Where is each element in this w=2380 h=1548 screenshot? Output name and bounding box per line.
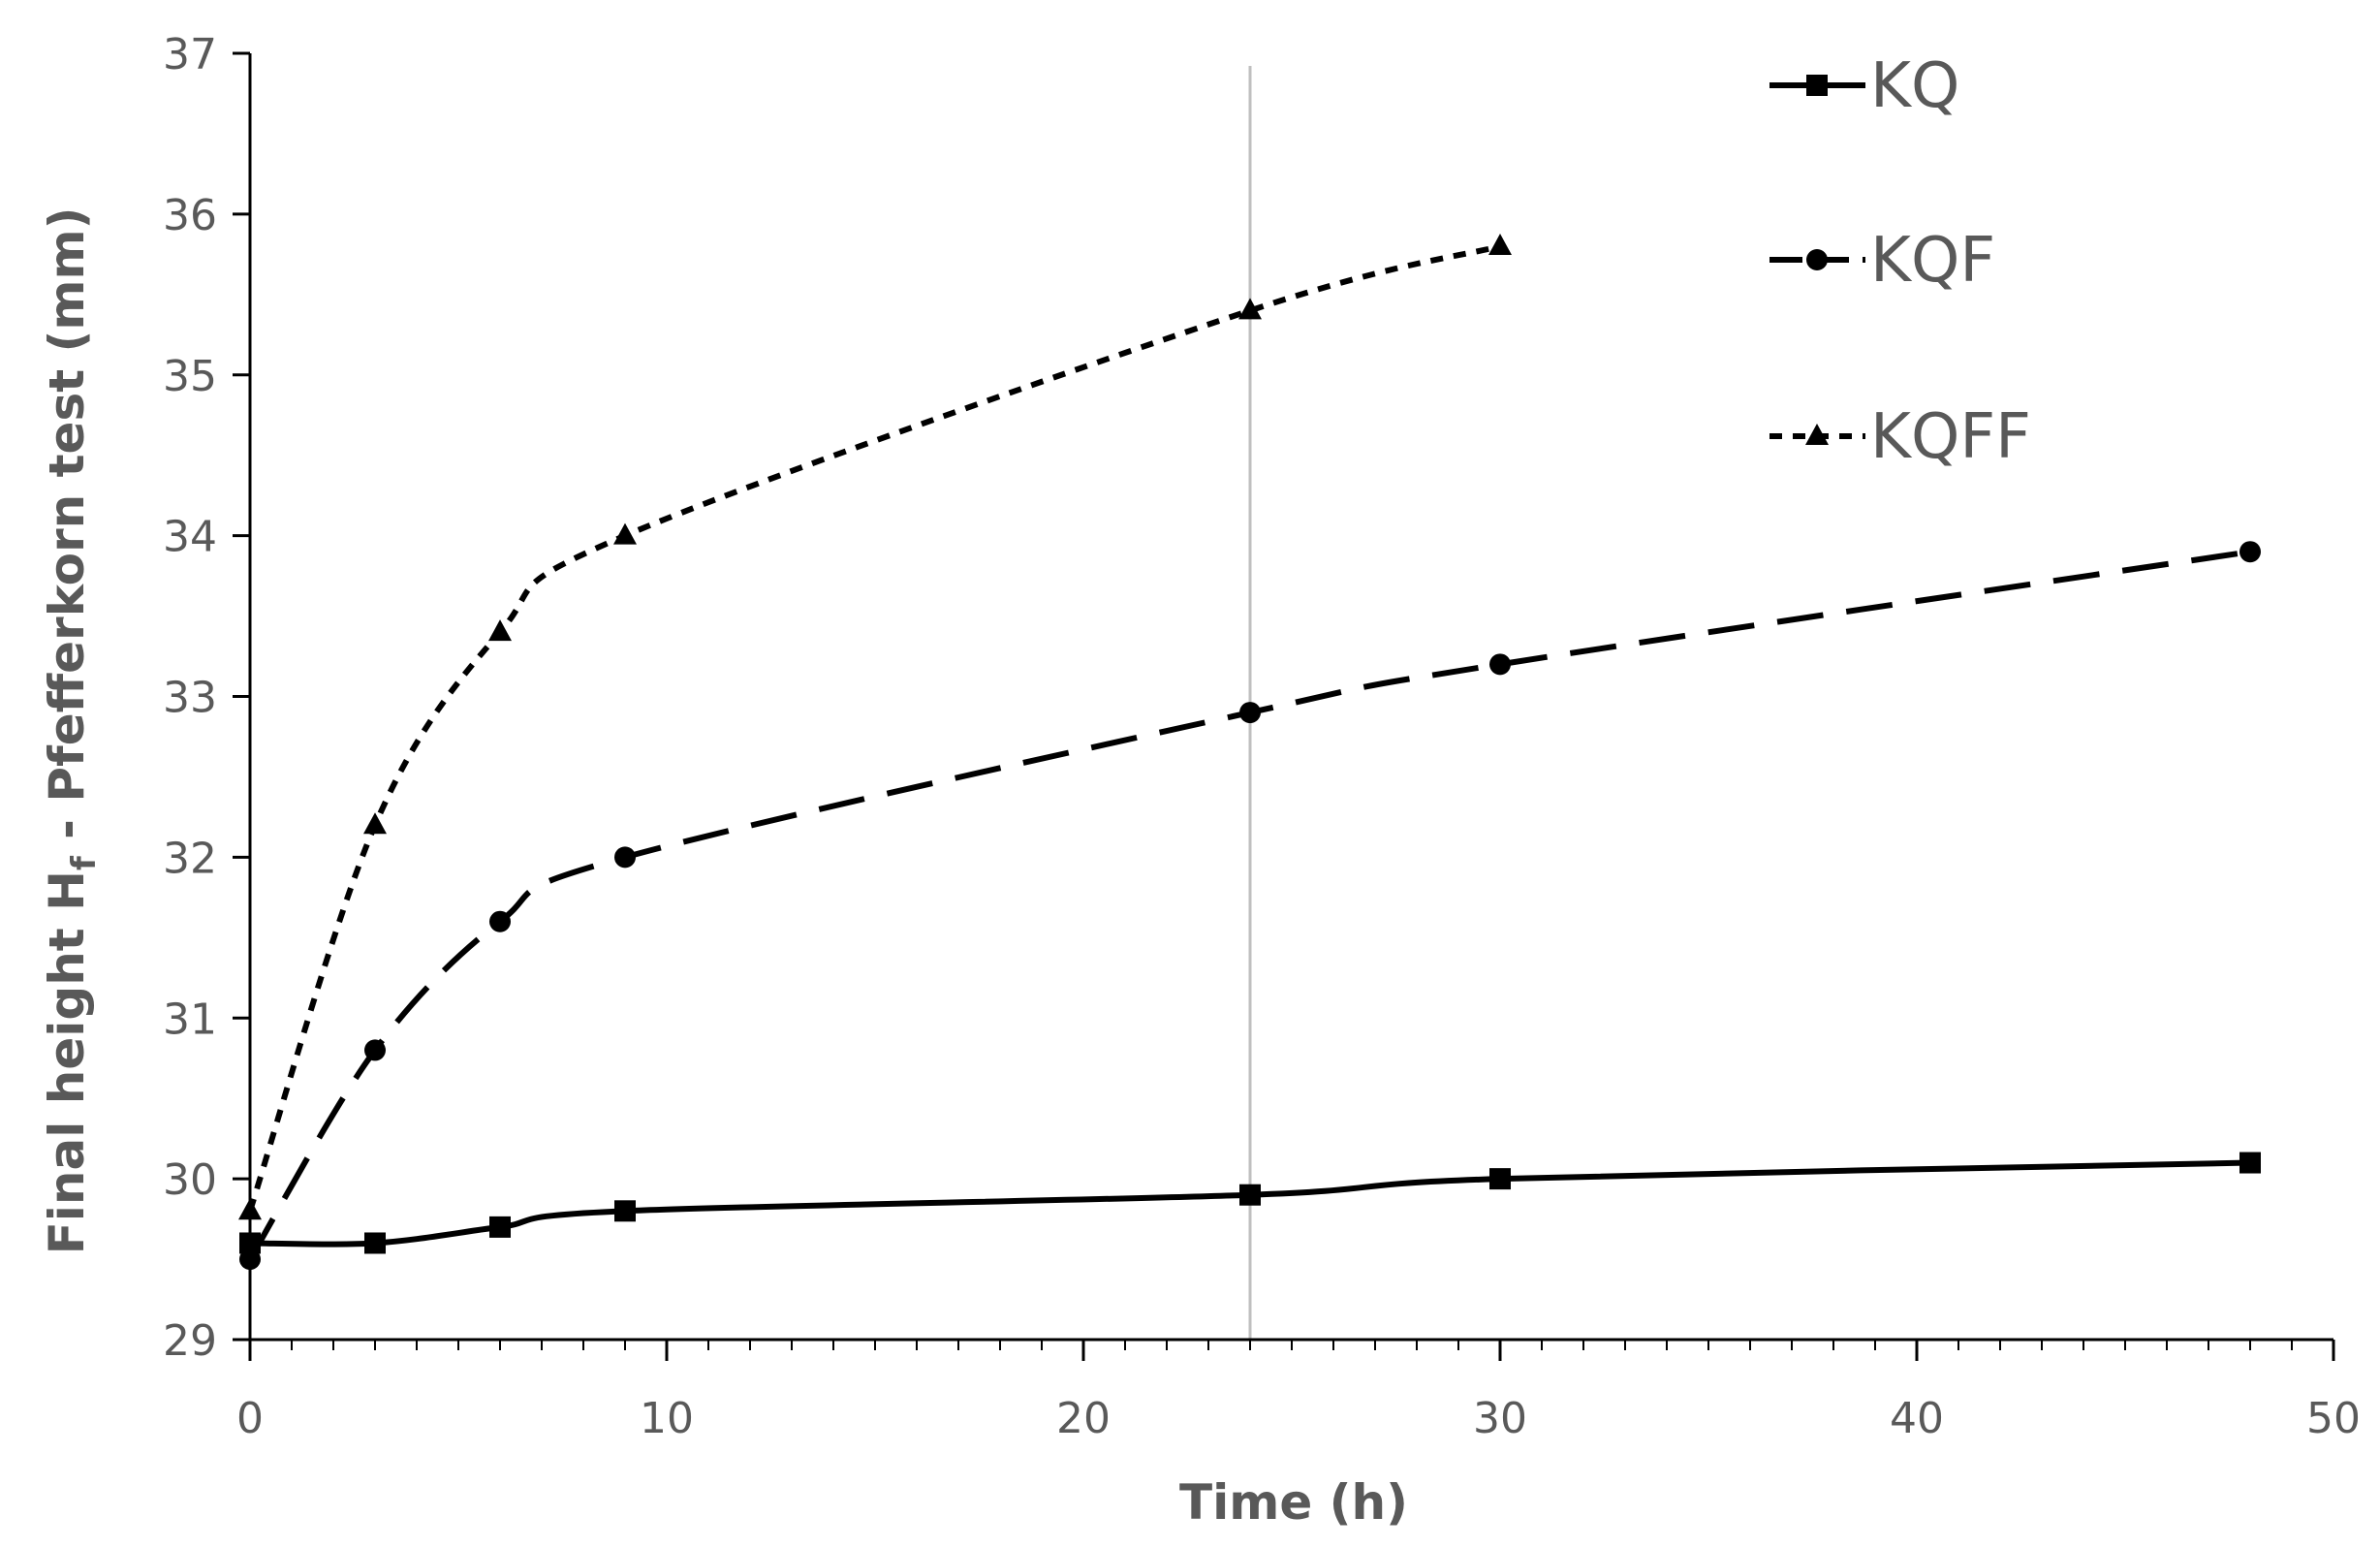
marker-kqf-t24 [1239,702,1261,724]
y-tick-label-34: 34 [163,513,217,562]
series-line-kq [249,1159,2251,1248]
marker-kq-t48 [2239,1152,2261,1174]
marker-kq-t3 [364,1232,386,1254]
y-tick-label-32: 32 [163,834,217,883]
marker-kqf-t3 [364,1039,386,1061]
y-axis-title-subscript: f [65,855,104,870]
legend-marker-kqf [1806,249,1828,270]
legend-label-kq: KQ [1870,50,1959,122]
legend-marker-kqff [1805,424,1829,445]
x-axis-title: Time (h) [1179,1474,1408,1531]
marker-kqf-t30 [1489,653,1511,676]
y-tick-label-37: 37 [163,30,217,79]
marker-kq-t9 [614,1200,636,1222]
x-tick-label-0: 0 [236,1394,264,1443]
legend-label-kqf: KQF [1870,225,1995,297]
marker-kqff-t24 [1238,298,1262,320]
x-tick-label-20: 20 [1056,1394,1111,1443]
marker-kqff-t30 [1488,234,1512,256]
marker-kq-t30 [1489,1168,1511,1190]
marker-kqff-t0 [238,1198,262,1220]
marker-kqff-t3 [363,812,387,835]
x-tick-label-30: 30 [1473,1394,1527,1443]
y-tick-label-31: 31 [163,995,217,1044]
y-axis-title: Final height Hf - Pfefferkorn test (mm) [39,207,104,1255]
y-axis-title-main: Final height H [39,870,95,1254]
series-line-kqf [247,549,2251,1261]
y-tick-label-35: 35 [163,352,217,401]
marker-kqf-t6 [489,910,511,932]
legend-label-kqff: KQFF [1870,401,2031,473]
marker-kq-t6 [489,1216,511,1238]
marker-kq-t24 [1239,1184,1261,1206]
x-tick-label-10: 10 [640,1394,694,1443]
marker-kq-t0 [239,1232,261,1254]
y-tick-label-30: 30 [163,1155,217,1205]
y-tick-label-29: 29 [163,1316,217,1366]
y-axis-title-rest: - Pfefferkorn test (mm) [39,207,95,857]
y-tick-label-33: 33 [163,674,217,723]
marker-kqf-t48 [2239,541,2261,563]
series-line-kqff [247,243,1501,1213]
x-tick-label-40: 40 [1890,1394,1944,1443]
marker-kqff-t6 [488,619,512,642]
x-tick-label-50: 50 [2306,1394,2361,1443]
marker-kqf-t0 [239,1248,261,1271]
legend-marker-kq [1806,75,1828,96]
marker-kqf-t9 [614,846,636,869]
y-tick-label-36: 36 [163,191,217,240]
marker-kqff-t9 [613,522,637,545]
